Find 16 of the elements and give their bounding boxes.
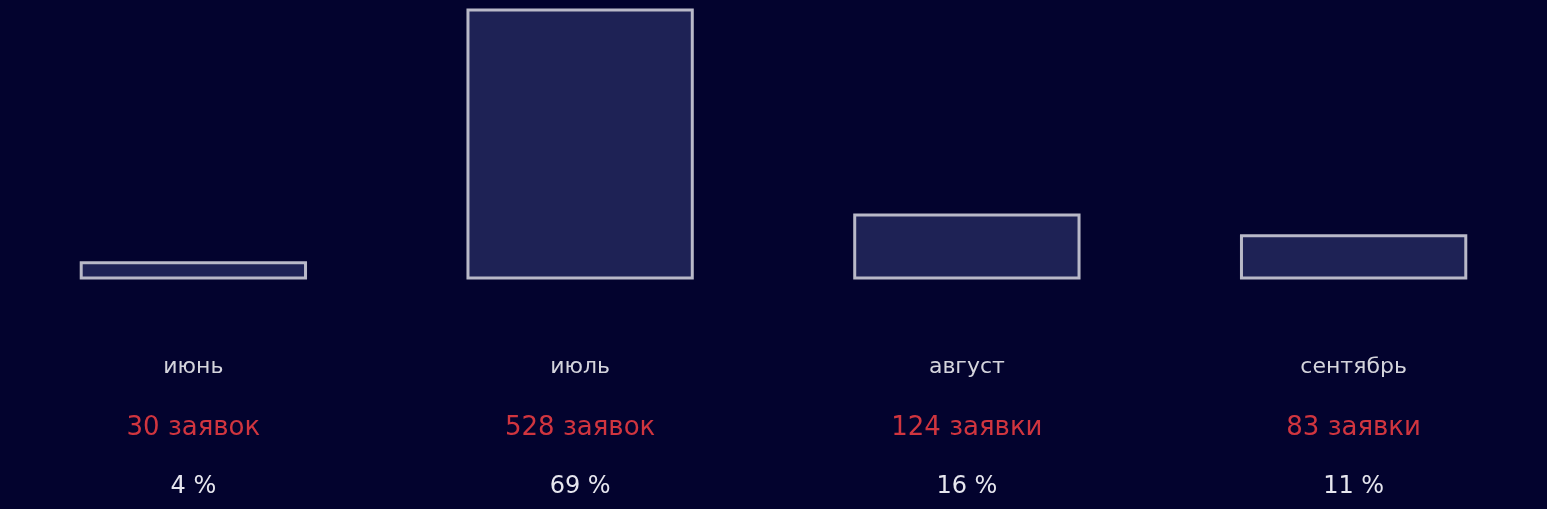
bar [1239, 234, 1468, 280]
bar [79, 261, 308, 280]
data-label: 30 заявок [126, 411, 261, 441]
data-label: 83 заявки [1286, 411, 1421, 441]
x-tick-label: сентябрь [1300, 353, 1407, 378]
bar [466, 8, 694, 280]
bar [853, 213, 1081, 280]
text: 11 % [1323, 471, 1385, 499]
x-tick-label: июль [550, 353, 611, 378]
text: 69 % [549, 471, 611, 499]
x-tick-label: июнь [163, 353, 224, 378]
text: 16 % [936, 471, 998, 499]
text: 4 % [170, 471, 217, 499]
data-label: 528 заявок [505, 411, 656, 441]
data-label: 124 заявки [891, 411, 1043, 441]
x-tick-label: август [928, 353, 1006, 378]
